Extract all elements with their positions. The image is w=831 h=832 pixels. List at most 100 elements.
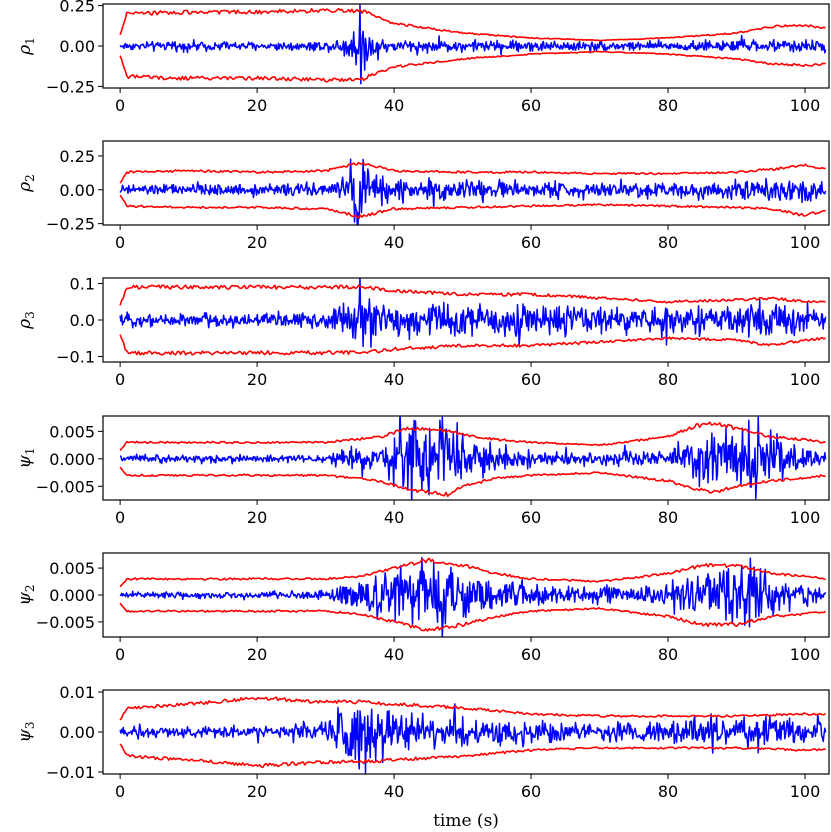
x-tick-label: 60 bbox=[521, 370, 541, 389]
x-axis-label: time (s) bbox=[433, 811, 499, 831]
y-axis-label: ρ1 bbox=[15, 37, 37, 56]
lower-bound-line bbox=[119, 466, 826, 498]
y-tick-label: 0.25 bbox=[59, 0, 95, 16]
lower-bound-line bbox=[119, 602, 827, 632]
signal-line bbox=[119, 278, 827, 348]
y-tick-label: 0.000 bbox=[49, 450, 95, 469]
y-axis-subscript: 3 bbox=[23, 311, 37, 319]
y-axis-symbol: ρ bbox=[15, 45, 35, 56]
y-tick-label: 0.01 bbox=[59, 683, 95, 702]
y-axis-label: ψ1 bbox=[15, 448, 37, 469]
y-tick-label: 0.0 bbox=[70, 311, 95, 330]
plot-traces bbox=[119, 416, 827, 500]
x-tick-label: 40 bbox=[384, 508, 404, 527]
y-tick-label: 0.005 bbox=[49, 559, 95, 578]
y-axis-subscript: 1 bbox=[23, 37, 37, 45]
signal-line bbox=[119, 158, 827, 225]
x-tick-label: 60 bbox=[521, 233, 541, 252]
y-tick-label: −0.005 bbox=[36, 613, 95, 632]
x-tick-label: 0 bbox=[115, 645, 125, 664]
signal-line bbox=[119, 4, 827, 85]
signal-line bbox=[119, 703, 827, 774]
lower-bound-line bbox=[119, 743, 826, 769]
x-tick-label: 80 bbox=[658, 96, 678, 115]
x-tick-label: 100 bbox=[790, 645, 821, 664]
upper-bound-line bbox=[119, 161, 826, 184]
lower-bound-line bbox=[119, 334, 826, 356]
upper-bound-line bbox=[119, 557, 826, 588]
x-tick-label: 80 bbox=[658, 782, 678, 801]
x-tick-label: 20 bbox=[247, 370, 267, 389]
y-tick-label: −0.005 bbox=[36, 477, 95, 496]
y-axis-subscript: 2 bbox=[23, 174, 37, 182]
x-tick-label: 60 bbox=[521, 782, 541, 801]
y-axis-label: ρ2 bbox=[15, 174, 37, 193]
x-tick-label: 80 bbox=[658, 645, 678, 664]
y-axis-label: ψ2 bbox=[15, 585, 37, 606]
subplot-3: 0 20 40 60 80 100 −0.1 0.0 0.1 ρ3 bbox=[15, 274, 830, 389]
x-tick-label: 20 bbox=[247, 96, 267, 115]
x-tick-label: 0 bbox=[115, 508, 125, 527]
y-tick-label: 0.005 bbox=[49, 422, 95, 441]
x-tick-label: 20 bbox=[247, 782, 267, 801]
plot-frame bbox=[102, 415, 830, 501]
y-axis-label: ψ3 bbox=[15, 722, 37, 743]
y-axis-label: ρ3 bbox=[15, 311, 37, 330]
x-tick-label: 80 bbox=[658, 370, 678, 389]
plot-traces bbox=[119, 696, 827, 774]
y-axis-symbol: ψ bbox=[15, 454, 35, 468]
y-tick-label: 0.00 bbox=[59, 723, 95, 742]
x-tick-label: 0 bbox=[115, 96, 125, 115]
y-axis-symbol: ψ bbox=[15, 728, 35, 742]
x-tick-label: 20 bbox=[247, 508, 267, 527]
upper-bound-line bbox=[119, 284, 826, 306]
upper-bound-line bbox=[119, 7, 826, 42]
x-tick-label: 60 bbox=[521, 645, 541, 664]
y-tick-label: 0.00 bbox=[59, 181, 95, 200]
subplot-2: 0 20 40 60 80 100 −0.25 0.00 0.25 ρ2 bbox=[15, 140, 830, 252]
y-axis-subscript: 2 bbox=[23, 585, 37, 593]
x-tick-label: 80 bbox=[658, 233, 678, 252]
signal-line bbox=[119, 416, 827, 500]
y-tick-label: 0.1 bbox=[70, 274, 95, 293]
subplot-5: 0 20 40 60 80 100 −0.005 0.000 0.005 ψ2 bbox=[15, 552, 830, 664]
x-tick-label: 0 bbox=[115, 782, 125, 801]
y-tick-label: −0.01 bbox=[46, 763, 95, 782]
y-tick-label: −0.25 bbox=[46, 215, 95, 234]
y-tick-label: 0.00 bbox=[59, 37, 95, 56]
plot-traces bbox=[119, 158, 827, 225]
x-tick-label: 40 bbox=[384, 233, 404, 252]
plot-frame bbox=[102, 140, 830, 226]
signal-line bbox=[119, 556, 827, 637]
x-tick-label: 60 bbox=[521, 508, 541, 527]
x-tick-label: 40 bbox=[384, 96, 404, 115]
x-tick-label: 40 bbox=[384, 782, 404, 801]
x-tick-label: 80 bbox=[658, 508, 678, 527]
y-tick-label: 0.000 bbox=[49, 586, 95, 605]
x-tick-label: 20 bbox=[247, 233, 267, 252]
plot-traces bbox=[119, 4, 827, 85]
plot-traces bbox=[119, 278, 827, 356]
x-tick-label: 60 bbox=[521, 96, 541, 115]
y-tick-label: −0.1 bbox=[56, 348, 95, 367]
y-axis-subscript: 1 bbox=[23, 448, 37, 456]
x-tick-label: 100 bbox=[790, 508, 821, 527]
lower-bound-line bbox=[119, 50, 826, 83]
y-tick-label: 0.25 bbox=[59, 147, 95, 166]
x-tick-label: 20 bbox=[247, 645, 267, 664]
x-tick-label: 0 bbox=[115, 370, 125, 389]
x-tick-label: 0 bbox=[115, 233, 125, 252]
x-tick-label: 40 bbox=[384, 370, 404, 389]
x-tick-label: 100 bbox=[790, 782, 821, 801]
lower-bound-line bbox=[119, 194, 826, 219]
upper-bound-line bbox=[119, 696, 827, 721]
y-axis-symbol: ρ bbox=[15, 319, 35, 330]
upper-bound-line bbox=[119, 421, 826, 452]
y-tick-label: −0.25 bbox=[46, 77, 95, 96]
x-tick-label: 100 bbox=[790, 233, 821, 252]
y-axis-symbol: ρ bbox=[15, 182, 35, 193]
y-axis-symbol: ψ bbox=[15, 591, 35, 605]
x-tick-label: 100 bbox=[790, 370, 821, 389]
x-tick-label: 40 bbox=[384, 645, 404, 664]
